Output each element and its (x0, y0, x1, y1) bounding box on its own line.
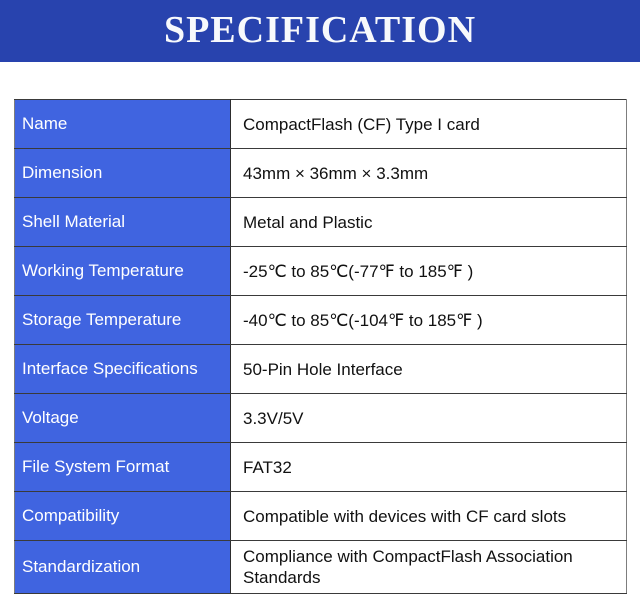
table-row: Voltage 3.3V/5V (14, 393, 627, 443)
spec-label-cell: Working Temperature (14, 246, 231, 296)
spec-value-cell: Metal and Plastic (230, 197, 627, 247)
page-title: SPECIFICATION (163, 9, 477, 51)
table-row: File System Format FAT32 (14, 442, 627, 492)
table-row: Storage Temperature -40℃ to 85℃(-104℉ to… (14, 295, 627, 345)
spec-label-cell: Dimension (14, 148, 231, 198)
spec-table: Name CompactFlash (CF) Type I card Dimen… (14, 99, 627, 594)
spec-label-cell: Interface Specifications (14, 344, 231, 394)
spec-label-cell: Shell Material (14, 197, 231, 247)
spec-value-cell: 3.3V/5V (230, 393, 627, 443)
spec-value-cell: 43mm × 36mm × 3.3mm (230, 148, 627, 198)
spec-value-cell: Compliance with CompactFlash Association… (230, 540, 627, 594)
spec-label-cell: Compatibility (14, 491, 231, 541)
spec-value-cell: Compatible with devices with CF card slo… (230, 491, 627, 541)
table-row: Name CompactFlash (CF) Type I card (14, 99, 627, 149)
spec-label-cell: Storage Temperature (14, 295, 231, 345)
spec-label-cell: Standardization (14, 540, 231, 594)
banner: SPECIFICATION (0, 0, 640, 62)
table-row: Working Temperature -25℃ to 85℃(-77℉ to … (14, 246, 627, 296)
spec-value-cell: -40℃ to 85℃(-104℉ to 185℉ ) (230, 295, 627, 345)
table-row: Standardization Compliance with CompactF… (14, 540, 627, 594)
table-row: Compatibility Compatible with devices wi… (14, 491, 627, 541)
spec-value-cell: 50-Pin Hole Interface (230, 344, 627, 394)
table-row: Shell Material Metal and Plastic (14, 197, 627, 247)
spec-label-cell: File System Format (14, 442, 231, 492)
spec-value-cell: FAT32 (230, 442, 627, 492)
table-row: Interface Specifications 50-Pin Hole Int… (14, 344, 627, 394)
table-row: Dimension 43mm × 36mm × 3.3mm (14, 148, 627, 198)
spec-value-cell: CompactFlash (CF) Type I card (230, 99, 627, 149)
spec-table-body: Name CompactFlash (CF) Type I card Dimen… (14, 99, 627, 594)
spec-label-cell: Voltage (14, 393, 231, 443)
spec-value-cell: -25℃ to 85℃(-77℉ to 185℉ ) (230, 246, 627, 296)
spec-label-cell: Name (14, 99, 231, 149)
